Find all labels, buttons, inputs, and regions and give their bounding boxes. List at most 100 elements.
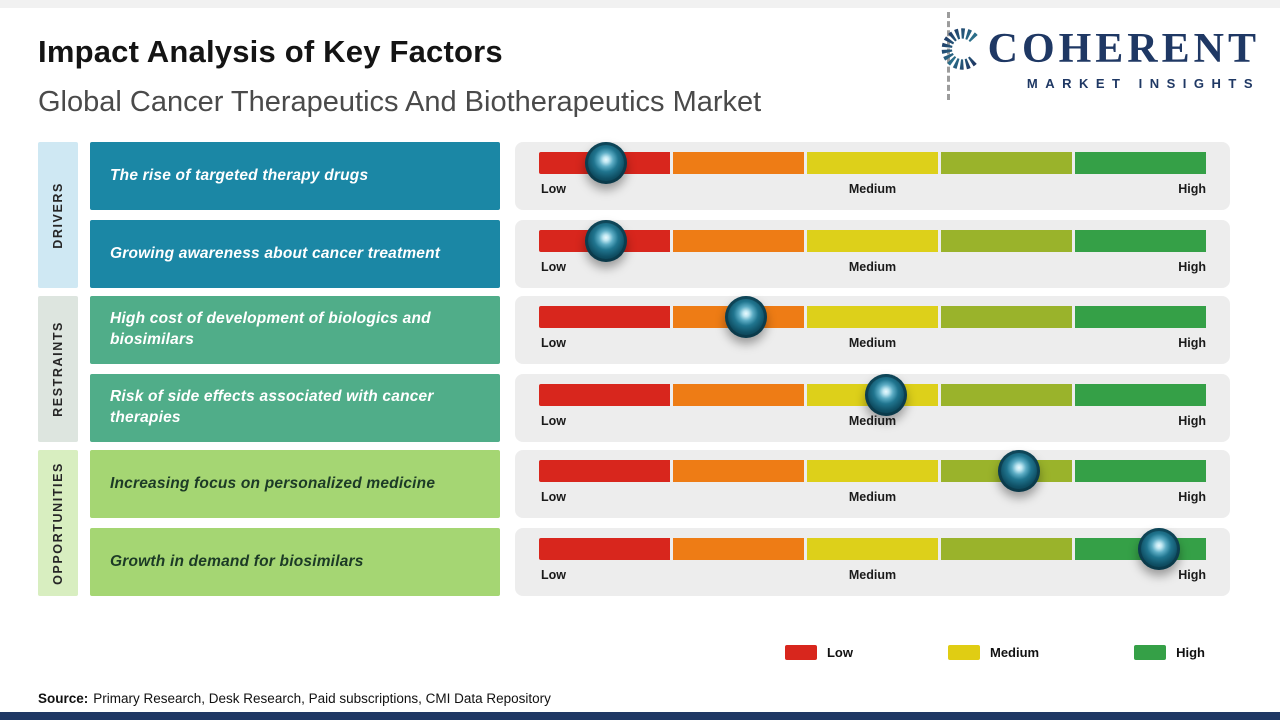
impact-marker-icon bbox=[998, 450, 1041, 492]
top-strip bbox=[0, 0, 1280, 8]
factor-text: Growth in demand for biosimilars bbox=[110, 552, 364, 570]
impact-bar-panel: Low Medium High bbox=[515, 528, 1230, 596]
page-subtitle: Global Cancer Therapeutics And Biotherap… bbox=[38, 86, 762, 118]
scale-label-medium: Medium bbox=[848, 490, 897, 504]
factor-box: Risk of side effects associated with can… bbox=[90, 374, 500, 442]
factor-row: Risk of side effects associated with can… bbox=[90, 374, 1230, 442]
impact-bar bbox=[539, 374, 1206, 416]
bar-segment bbox=[807, 230, 938, 252]
bar-segment bbox=[673, 384, 804, 406]
impact-matrix: DRIVERS The rise of targeted therapy drug… bbox=[38, 142, 1230, 596]
scale-label-high: High bbox=[1178, 260, 1206, 274]
factor-row: Growth in demand for biosimilars Low Mediu… bbox=[90, 528, 1230, 596]
bar-segment bbox=[1075, 306, 1206, 328]
impact-marker-icon bbox=[724, 296, 767, 338]
bar-segment bbox=[941, 538, 1072, 560]
bar-segment bbox=[539, 538, 670, 560]
scale-label-low: Low bbox=[541, 490, 566, 504]
legend-label: High bbox=[1176, 645, 1205, 660]
factor-text: The rise of targeted therapy drugs bbox=[110, 166, 369, 184]
bottom-bar bbox=[0, 712, 1280, 720]
source-text: Primary Research, Desk Research, Paid su… bbox=[93, 691, 551, 706]
bar-segment bbox=[941, 306, 1072, 328]
impact-marker-icon bbox=[1138, 528, 1181, 570]
factor-text: High cost of development of biologics an… bbox=[110, 310, 431, 348]
impact-marker-icon bbox=[864, 374, 907, 416]
factor-box: Growing awareness about cancer treatment bbox=[90, 220, 500, 288]
scale-label-low: Low bbox=[541, 260, 566, 274]
bar-segment bbox=[1075, 460, 1206, 482]
factor-box: Growth in demand for biosimilars bbox=[90, 528, 500, 596]
legend-swatch bbox=[1134, 645, 1167, 660]
scale-label-high: High bbox=[1178, 414, 1206, 428]
legend-label: Medium bbox=[989, 645, 1040, 660]
bar-segment bbox=[673, 230, 804, 252]
impact-bar bbox=[539, 142, 1206, 184]
factor-box: High cost of development of biologics an… bbox=[90, 296, 500, 364]
scale-label-high: High bbox=[1178, 568, 1206, 582]
scale-labels: Low Medium High bbox=[539, 560, 1206, 590]
legend-item: Low bbox=[784, 645, 853, 660]
scale-label-high: High bbox=[1178, 182, 1206, 196]
scale-label-medium: Medium bbox=[848, 414, 897, 428]
scale-labels: Low Medium High bbox=[539, 252, 1206, 282]
legend-item: High bbox=[1134, 645, 1205, 660]
scale-label-low: Low bbox=[541, 568, 566, 582]
group-label: OPPORTUNITIES bbox=[38, 450, 78, 596]
logo-name: COHERENT bbox=[987, 26, 1260, 72]
scale-label-low: Low bbox=[541, 336, 566, 350]
legend-swatch bbox=[784, 645, 817, 660]
factor-row: High cost of development of biologics an… bbox=[90, 296, 1230, 364]
factor-text: Risk of side effects associated with can… bbox=[110, 388, 434, 426]
impact-bar-panel: Low Medium High bbox=[515, 296, 1230, 364]
factor-group: RESTRAINTS High cost of development of bi… bbox=[38, 296, 1230, 442]
bar-segment bbox=[1075, 152, 1206, 174]
scale-label-high: High bbox=[1178, 336, 1206, 350]
company-logo: COHERENT MARKET INSIGHTS bbox=[939, 26, 1260, 91]
legend-label: Low bbox=[826, 645, 853, 660]
bar-segment bbox=[807, 306, 938, 328]
bar-segment bbox=[539, 460, 670, 482]
impact-bar-panel: Low Medium High bbox=[515, 450, 1230, 518]
impact-bar-panel: Low Medium High bbox=[515, 142, 1230, 210]
bar-segment bbox=[807, 460, 938, 482]
impact-marker-icon bbox=[584, 220, 627, 262]
bar-segment bbox=[673, 538, 804, 560]
factor-text: Increasing focus on personalized medicin… bbox=[110, 474, 436, 492]
scale-labels: Low Medium High bbox=[539, 328, 1206, 358]
bar-segment bbox=[941, 384, 1072, 406]
scale-label-medium: Medium bbox=[848, 182, 897, 196]
bar-segment bbox=[807, 538, 938, 560]
factor-box: Increasing focus on personalized medicin… bbox=[90, 450, 500, 518]
scale-labels: Low Medium High bbox=[539, 174, 1206, 204]
bar-segment bbox=[673, 152, 804, 174]
scale-label-medium: Medium bbox=[848, 336, 897, 350]
impact-bar bbox=[539, 220, 1206, 262]
bar-segment bbox=[539, 306, 670, 328]
scale-label-low: Low bbox=[541, 182, 566, 196]
scale-label-high: High bbox=[1178, 490, 1206, 504]
scale-label-medium: Medium bbox=[848, 260, 897, 274]
scale-labels: Low Medium High bbox=[539, 482, 1206, 512]
legend-item: Medium bbox=[947, 645, 1040, 660]
bar-segment bbox=[539, 384, 670, 406]
bar-segment bbox=[941, 152, 1072, 174]
impact-bar-panel: Low Medium High bbox=[515, 220, 1230, 288]
impact-bar bbox=[539, 528, 1206, 570]
impact-marker-icon bbox=[584, 142, 627, 184]
bar-segment bbox=[1075, 384, 1206, 406]
legend: Low Medium High bbox=[784, 645, 1205, 660]
factor-row: Increasing focus on personalized medicin… bbox=[90, 450, 1230, 518]
factor-group: DRIVERS The rise of targeted therapy drug… bbox=[38, 142, 1230, 288]
scale-labels: Low Medium High bbox=[539, 406, 1206, 436]
group-label: DRIVERS bbox=[38, 142, 78, 288]
scale-label-low: Low bbox=[541, 414, 566, 428]
bar-segment bbox=[673, 460, 804, 482]
factor-row: Growing awareness about cancer treatment… bbox=[90, 220, 1230, 288]
group-label: RESTRAINTS bbox=[38, 296, 78, 442]
bar-segment bbox=[807, 152, 938, 174]
bar-segment bbox=[941, 230, 1072, 252]
factor-box: The rise of targeted therapy drugs bbox=[90, 142, 500, 210]
source-label: Source: bbox=[38, 691, 89, 706]
impact-bar bbox=[539, 296, 1206, 338]
